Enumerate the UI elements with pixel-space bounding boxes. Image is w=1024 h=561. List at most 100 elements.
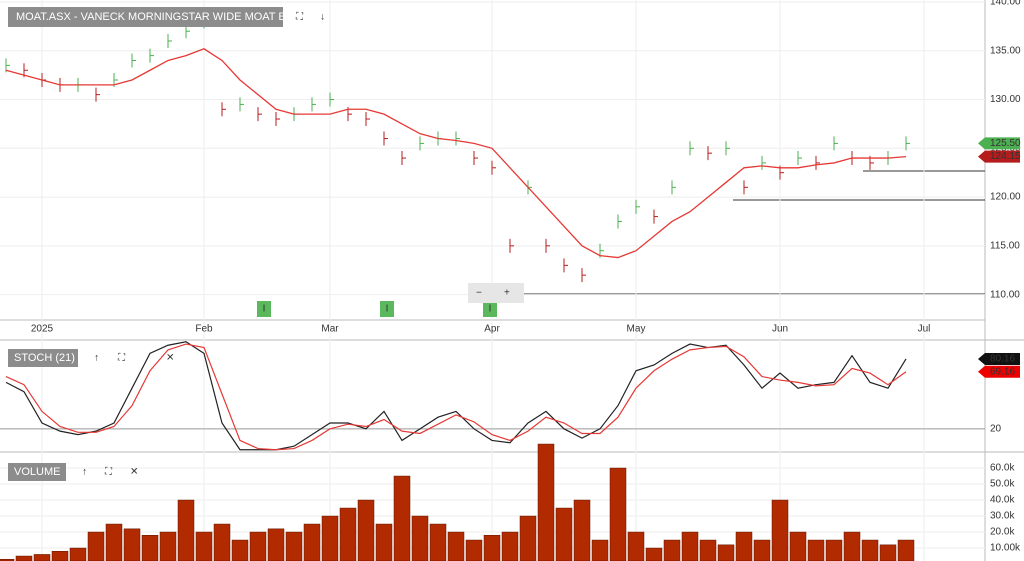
price-bar — [545, 238, 550, 253]
volume-bar — [447, 531, 465, 561]
volume-bar — [501, 531, 519, 561]
event-marker-label: I — [489, 304, 492, 315]
volume-bar — [195, 531, 213, 561]
price-bar — [167, 33, 172, 48]
value-tag — [978, 365, 1020, 378]
volume-bar — [483, 534, 501, 561]
moving-average — [5, 48, 907, 259]
price-bar — [725, 141, 730, 156]
volume-bar — [357, 499, 375, 561]
x-tick-label: Mar — [321, 324, 339, 335]
close-icon[interactable]: ✕ — [166, 353, 174, 364]
volume-bar — [177, 499, 195, 561]
title-box — [8, 463, 66, 481]
volume-bar — [411, 515, 429, 561]
x-tick-label: 2025 — [31, 324, 54, 335]
price-bar — [257, 107, 262, 122]
volume-bar — [771, 499, 789, 561]
volume-bar — [33, 554, 51, 561]
price-tag-label: 124.15 — [990, 151, 1021, 162]
volume-bar — [735, 531, 753, 561]
x-tick-label: Jun — [772, 324, 788, 335]
volume-bar — [573, 499, 591, 561]
stoch-line — [5, 343, 907, 451]
y-tick-label: 20 — [990, 423, 1002, 434]
event-marker — [380, 301, 394, 317]
volume-bar — [645, 547, 663, 561]
price-tag-label: 125.50 — [990, 138, 1021, 149]
volume-bar — [717, 544, 735, 561]
up-icon[interactable]: ↑ — [82, 467, 87, 478]
price-bar — [689, 141, 694, 156]
up-icon[interactable]: ↑ — [94, 353, 99, 364]
volume-bar — [897, 539, 915, 561]
expand-icon[interactable]: ⛶ — [117, 353, 126, 364]
price-bar — [509, 238, 514, 253]
down-icon[interactable]: ↓ — [320, 12, 325, 23]
price-bar — [365, 112, 370, 127]
y-tick-label: 60.0k — [990, 463, 1015, 474]
price-bar — [455, 131, 460, 146]
price-bar — [635, 199, 640, 214]
price-bar — [743, 180, 748, 195]
price-bar — [563, 258, 568, 273]
close-icon[interactable]: ✕ — [130, 467, 138, 478]
price-bar — [617, 214, 622, 229]
volume-bar — [267, 528, 285, 561]
price-bar — [221, 102, 226, 117]
price-bar — [5, 58, 10, 73]
event-marker-label: I — [386, 304, 389, 315]
volume-bar — [519, 515, 537, 561]
price-bar — [815, 155, 820, 170]
zoom-control[interactable] — [468, 283, 524, 303]
volume-bar — [879, 544, 897, 561]
event-marker-label: I — [263, 304, 266, 315]
volume-bar — [465, 539, 483, 561]
value-tag-label: 69.16 — [990, 366, 1015, 377]
zoom-in[interactable]: + — [504, 288, 510, 299]
volume-bar — [105, 523, 123, 561]
price-bar — [401, 151, 406, 166]
x-tick-label: Apr — [484, 324, 500, 335]
x-tick-label: May — [627, 324, 646, 335]
y-tick-label: 135.00 — [990, 45, 1021, 56]
zoom-out[interactable]: − — [476, 288, 482, 299]
expand-icon[interactable]: ⛶ — [104, 467, 113, 478]
volume-bar — [123, 528, 141, 561]
x-tick-label: Jul — [918, 324, 931, 335]
value-tag — [978, 352, 1020, 365]
volume-bar — [699, 539, 717, 561]
y-tick-label: 30.0k — [990, 511, 1015, 522]
price-bar — [95, 87, 100, 102]
volume-bar — [159, 531, 177, 561]
volume-bar — [321, 515, 339, 561]
price-bar — [491, 160, 496, 175]
stoch-line — [5, 341, 907, 451]
price-bar — [383, 131, 388, 146]
volume-bar — [609, 467, 627, 561]
price-bar — [149, 48, 154, 63]
y-tick-label: 115.00 — [990, 240, 1020, 251]
title-box — [8, 349, 78, 367]
volume-bar — [555, 507, 573, 561]
volume-bar — [375, 523, 393, 561]
title-box — [8, 7, 283, 27]
volume-bar — [51, 550, 69, 561]
price-bar — [311, 97, 316, 112]
volume-bar — [249, 531, 267, 561]
volume-bar — [807, 539, 825, 561]
volume-bar — [789, 531, 807, 561]
volume-bar — [843, 531, 861, 561]
price-bar — [329, 92, 334, 107]
volume-bar — [231, 539, 249, 561]
price-bar — [833, 136, 838, 151]
y-tick-label: 20.0k — [990, 527, 1015, 538]
price-bar — [473, 151, 478, 166]
expand-icon[interactable]: ⛶ — [295, 12, 304, 23]
price-bar — [707, 146, 712, 161]
price-bar — [905, 136, 910, 151]
volume-bar — [69, 547, 87, 561]
volume-bar — [753, 539, 771, 561]
